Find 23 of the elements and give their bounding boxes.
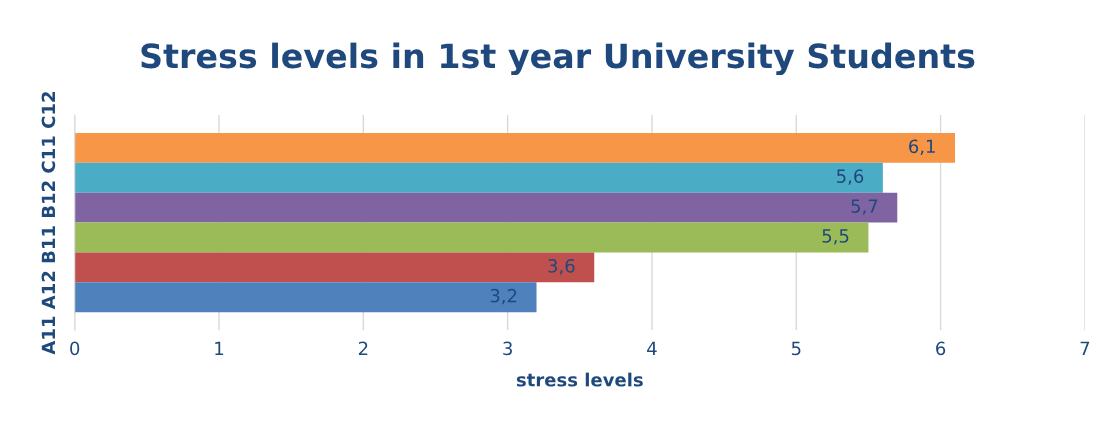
x-tick-label: 0 <box>70 341 80 356</box>
data-label: 5,6 <box>837 169 864 185</box>
x-tick-label: 2 <box>358 341 368 355</box>
bar <box>74 132 956 163</box>
bar <box>74 192 898 223</box>
x-tick-label: 3 <box>503 341 512 356</box>
chart-title: Stress levels in 1st year University Students <box>141 42 975 76</box>
data-label: 3,2 <box>490 288 517 305</box>
y-axis-title: A11 A12 B11 B12 C11 C12 <box>41 92 56 355</box>
x-tick-label: 4 <box>647 341 657 355</box>
x-tick-label: 7 <box>1080 341 1090 355</box>
x-tick-label: 5 <box>791 341 801 356</box>
x-tick-label: 6 <box>936 341 946 356</box>
data-label: 5,7 <box>851 199 878 215</box>
x-tick-label: 1 <box>215 341 224 355</box>
bar <box>74 222 869 253</box>
bar <box>74 162 883 193</box>
bar <box>74 282 537 313</box>
data-label: 6,1 <box>909 139 935 155</box>
data-label: 5,5 <box>822 229 849 245</box>
data-label: 3,6 <box>548 258 575 275</box>
x-axis-title: stress levels <box>516 372 643 387</box>
bar <box>74 252 595 283</box>
